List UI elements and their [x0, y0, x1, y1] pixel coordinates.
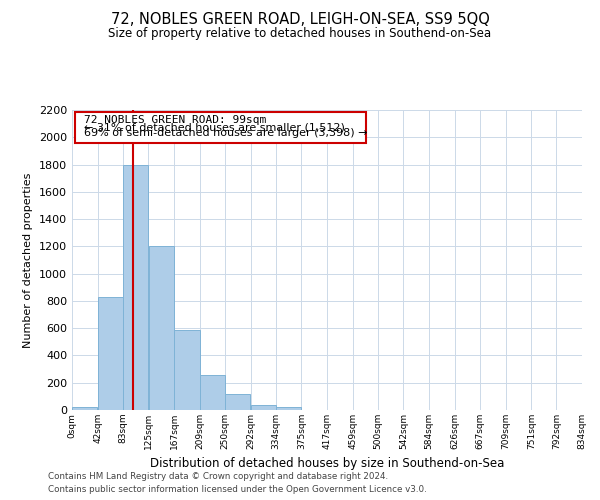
Bar — [200, 375, 224, 410]
Bar — [123, 164, 148, 410]
Text: Contains HM Land Registry data © Crown copyright and database right 2024.: Contains HM Land Registry data © Crown c… — [48, 472, 388, 481]
Bar — [149, 246, 174, 410]
Bar — [72, 406, 97, 410]
Text: 69% of semi-detached houses are larger (3,398) →: 69% of semi-detached houses are larger (… — [84, 128, 368, 138]
Text: 72, NOBLES GREEN ROAD, LEIGH-ON-SEA, SS9 5QQ: 72, NOBLES GREEN ROAD, LEIGH-ON-SEA, SS9… — [110, 12, 490, 28]
Text: 72 NOBLES GREEN ROAD: 99sqm: 72 NOBLES GREEN ROAD: 99sqm — [84, 116, 266, 126]
Bar — [98, 297, 122, 410]
Text: Size of property relative to detached houses in Southend-on-Sea: Size of property relative to detached ho… — [109, 28, 491, 40]
Bar — [251, 404, 276, 410]
Bar — [277, 406, 301, 410]
Text: ← 31% of detached houses are smaller (1,512): ← 31% of detached houses are smaller (1,… — [84, 122, 345, 132]
X-axis label: Distribution of detached houses by size in Southend-on-Sea: Distribution of detached houses by size … — [150, 458, 504, 470]
Bar — [225, 394, 250, 410]
Bar — [75, 112, 365, 142]
Y-axis label: Number of detached properties: Number of detached properties — [23, 172, 34, 348]
Text: Contains public sector information licensed under the Open Government Licence v3: Contains public sector information licen… — [48, 485, 427, 494]
Bar — [175, 330, 200, 410]
